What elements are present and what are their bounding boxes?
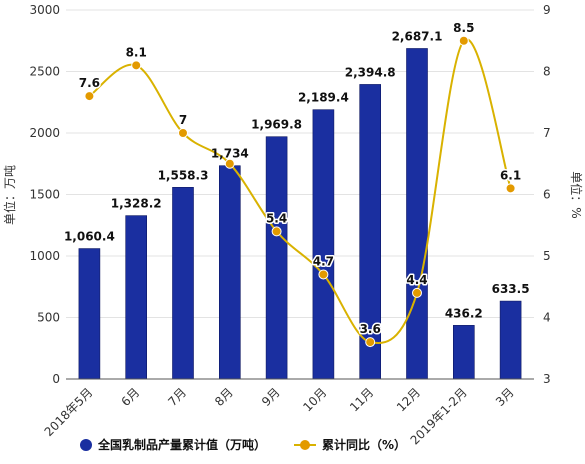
y-left-tick-label: 500 [37, 311, 60, 325]
bar [312, 109, 335, 380]
bar [125, 215, 147, 380]
legend-line-swatch [294, 439, 317, 451]
line-point [458, 35, 469, 46]
line-value-label: 7.6 [79, 76, 100, 90]
bar [452, 325, 475, 380]
y-right-tick-label: 4 [543, 311, 551, 325]
x-tick-label: 7月 [165, 385, 189, 409]
line-path [88, 38, 512, 344]
y-right-tick-label: 9 [543, 3, 551, 17]
x-tick-label: 3月 [493, 385, 517, 409]
x-tick-label: 6月 [119, 385, 143, 409]
legend-bar-swatch [80, 438, 92, 451]
line-series [84, 35, 516, 348]
bar-value-label: 1,328.2 [111, 197, 162, 211]
y-left-tick-label: 2500 [29, 65, 60, 79]
y-axis-right-title: 单位：% [569, 171, 584, 218]
legend-item-line[interactable]: 累计同比（%） [294, 436, 406, 453]
y-axis-left-title: 单位：万吨 [2, 165, 17, 225]
line-value-label: 4.7 [313, 254, 334, 268]
bar [406, 48, 428, 380]
line-value-label: 8.5 [453, 21, 474, 35]
x-tick-label: 10月 [300, 385, 329, 414]
bar-series [78, 48, 522, 380]
legend-bar-label: 全国乳制品产量累计值（万吨） [98, 438, 267, 452]
bar-value-label: 1,734 [211, 147, 249, 161]
line-point [412, 287, 422, 298]
x-tick-label: 8月 [212, 385, 236, 409]
line-point [84, 91, 95, 102]
x-tick-label: 12月 [394, 385, 423, 414]
line-value-label: 3.6 [360, 322, 381, 336]
bar-value-label: 436.2 [445, 306, 483, 320]
bar [172, 187, 194, 380]
line-value-label: 5.4 [266, 211, 287, 225]
line-point [178, 128, 188, 138]
y-left-tick-label: 0 [52, 372, 60, 386]
bar [499, 300, 522, 380]
line-point [131, 60, 142, 71]
line-point [365, 337, 376, 348]
legend-item-bar[interactable]: 全国乳制品产量累计值（万吨） [80, 436, 266, 453]
line-value-label: 4.4 [406, 273, 427, 287]
bar-value-label: 1,969.8 [251, 118, 302, 132]
line-point [318, 269, 329, 280]
y-right-tick-label: 6 [543, 188, 551, 202]
bar-value-label: 1,060.4 [64, 230, 115, 244]
y-right-tick-label: 3 [543, 372, 551, 386]
y-left-tick-label: 3000 [29, 3, 60, 17]
x-tick-label: 9月 [259, 385, 283, 409]
bar-value-label: 2,687.1 [392, 29, 443, 43]
legend: 全国乳制品产量累计值（万吨） 累计同比（%） [80, 436, 434, 453]
bar [265, 136, 288, 380]
bar [219, 165, 241, 380]
bar-value-label: 1,558.3 [158, 168, 209, 182]
bar-value-label: 2,189.4 [298, 91, 349, 105]
line-point [271, 226, 282, 237]
x-tick-label: 11月 [347, 385, 376, 414]
bar-value-label: 633.5 [492, 282, 530, 296]
y-left-tick-label: 2000 [29, 126, 60, 140]
x-tick-label: 2018年5月 [42, 385, 96, 439]
line-point [224, 158, 235, 169]
legend-line-label: 累计同比（%） [322, 438, 407, 452]
axes: 0 500 1000 1500 2000 2500 3000 3 4 5 6 7 8 9 2018年5月 6月… [29, 3, 550, 448]
y-right-tick-label: 7 [543, 126, 551, 140]
data-labels: 1,060.4 1,328.2 1,558.31,734 1,969.8 2,189.4… [64, 19, 530, 337]
line-value-label: 8.1 [126, 45, 147, 59]
line-value-label: 7 [179, 113, 187, 127]
line-point [505, 183, 516, 194]
y-right-tick-label: 8 [543, 65, 551, 79]
line-value-label: 6.1 [500, 168, 521, 182]
bar [78, 248, 101, 380]
y-left-tick-label: 1000 [29, 249, 60, 263]
bar-value-label: 2,394.8 [345, 65, 396, 79]
y-right-tick-label: 5 [543, 249, 551, 263]
y-left-tick-label: 1500 [29, 188, 60, 202]
